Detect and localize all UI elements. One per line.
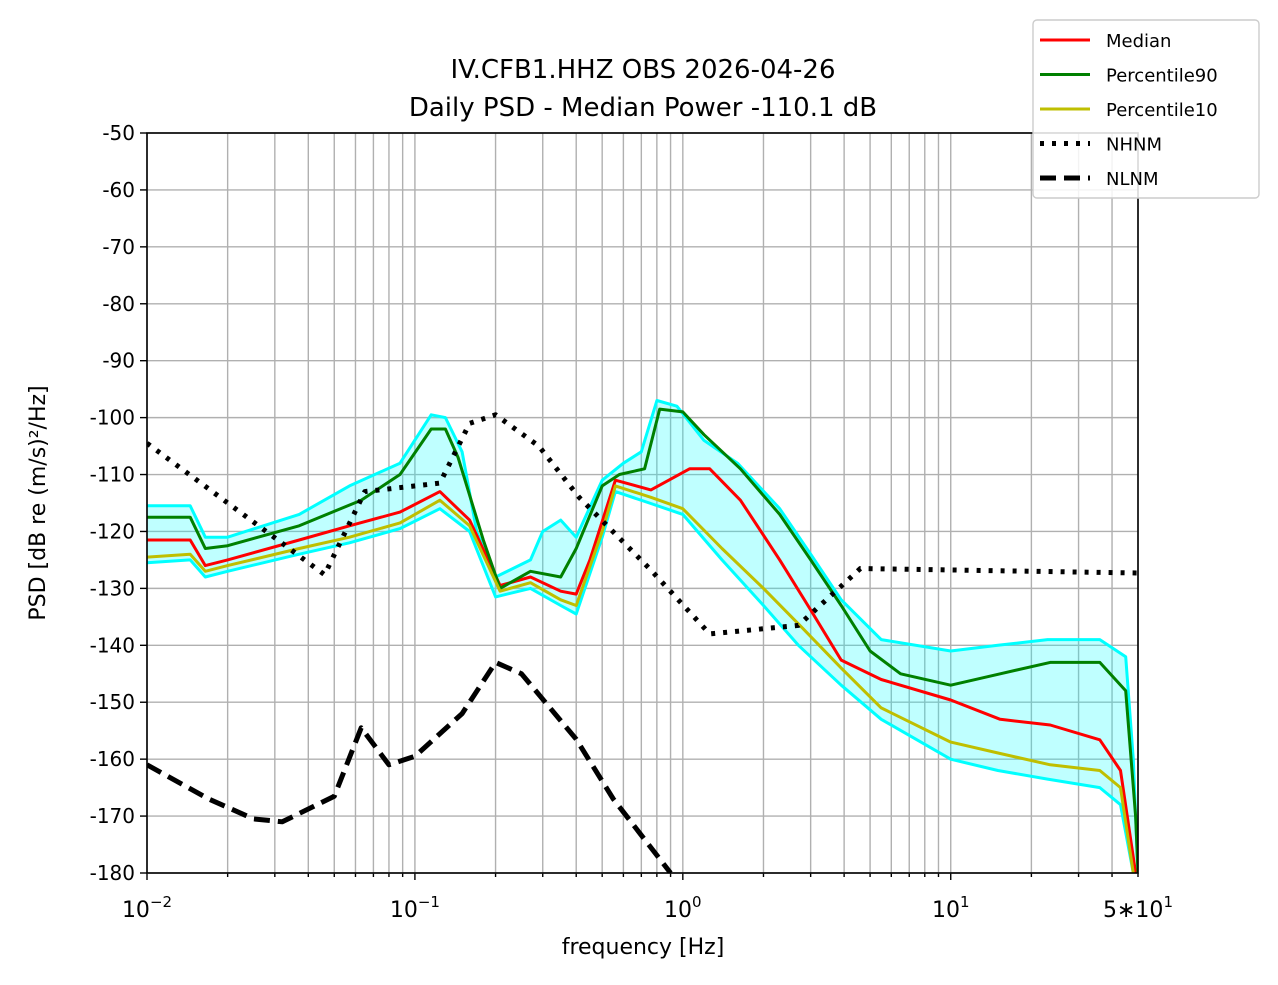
x-tick-label: 101 (932, 893, 970, 923)
legend-label: Percentile90 (1106, 66, 1218, 87)
x-tick-base: 10 (664, 898, 692, 923)
y-tick-label: -130 (90, 576, 135, 600)
x-tick-exp: 0 (692, 893, 702, 911)
y-axis-label: PSD [dB re (m/s)²/Hz] (26, 385, 51, 620)
y-tick-label: -80 (102, 292, 135, 316)
grid-lines (146, 132, 1139, 880)
series-group (147, 399, 1138, 873)
x-axis: 10−2 10−1 100 101 5∗101 (122, 893, 1173, 923)
legend-box (1032, 19, 1260, 199)
legend-label: NLNM (1106, 169, 1159, 190)
chart-title: IV.CFB1.HHZ OBS 2026-04-26 (450, 55, 835, 85)
series-line-median (147, 467, 1138, 873)
x-tick-exp: −1 (418, 893, 440, 911)
chart-subtitle: Daily PSD - Median Power -110.1 dB (409, 93, 877, 123)
x-tick-label: 10−1 (390, 893, 440, 923)
x-tick-label: 100 (664, 893, 702, 923)
y-tick-label: -90 (102, 349, 135, 373)
y-tick-label: -170 (90, 804, 135, 828)
y-tick-label: -160 (90, 747, 135, 771)
x-tick-base: 10 (122, 898, 150, 923)
x-tick-base: 10 (390, 898, 418, 923)
legend: Median Percentile90 Percentile10 NHNM NLNM (1032, 19, 1260, 199)
x-tick-label: 5∗101 (1103, 893, 1173, 923)
series-line-percentile10 (147, 484, 1135, 873)
legend-label: Median (1106, 31, 1171, 52)
x-tick-base: 10 (932, 898, 960, 923)
x-tick-exp: 1 (1163, 893, 1173, 911)
series-line-hourly-lower (147, 490, 1135, 873)
y-axis: -50 -60 -70 -80 -90 -100 -110 -120 -130 -140 -150 -… (90, 121, 147, 885)
x-tick-label: 10−2 (122, 893, 172, 923)
series-line-percentile90 (147, 407, 1138, 873)
x-tick-exp: −2 (150, 893, 172, 911)
y-tick-label: -140 (90, 633, 135, 657)
x-axis-label: frequency [Hz] (562, 935, 725, 960)
y-tick-label: -70 (102, 235, 135, 259)
hourly-band (147, 400, 1138, 873)
series-line-nlnm (147, 659, 673, 873)
y-tick-label: -60 (102, 178, 135, 202)
y-tick-label: -150 (90, 690, 135, 714)
y-tick-label: -120 (90, 519, 135, 543)
legend-label: NHNM (1106, 135, 1162, 156)
series-line-hourly-upper (147, 399, 1138, 873)
y-tick-label: -110 (90, 463, 135, 487)
y-tick-label: -50 (102, 121, 135, 145)
x-tick-base: 5∗10 (1103, 898, 1163, 923)
x-tick-exp: 1 (960, 893, 970, 911)
y-tick-label: -180 (90, 861, 135, 885)
series-line-nhnm (147, 412, 1138, 637)
plot-frame (146, 132, 1139, 874)
y-tick-label: -100 (90, 406, 135, 430)
legend-label: Percentile10 (1106, 100, 1218, 121)
